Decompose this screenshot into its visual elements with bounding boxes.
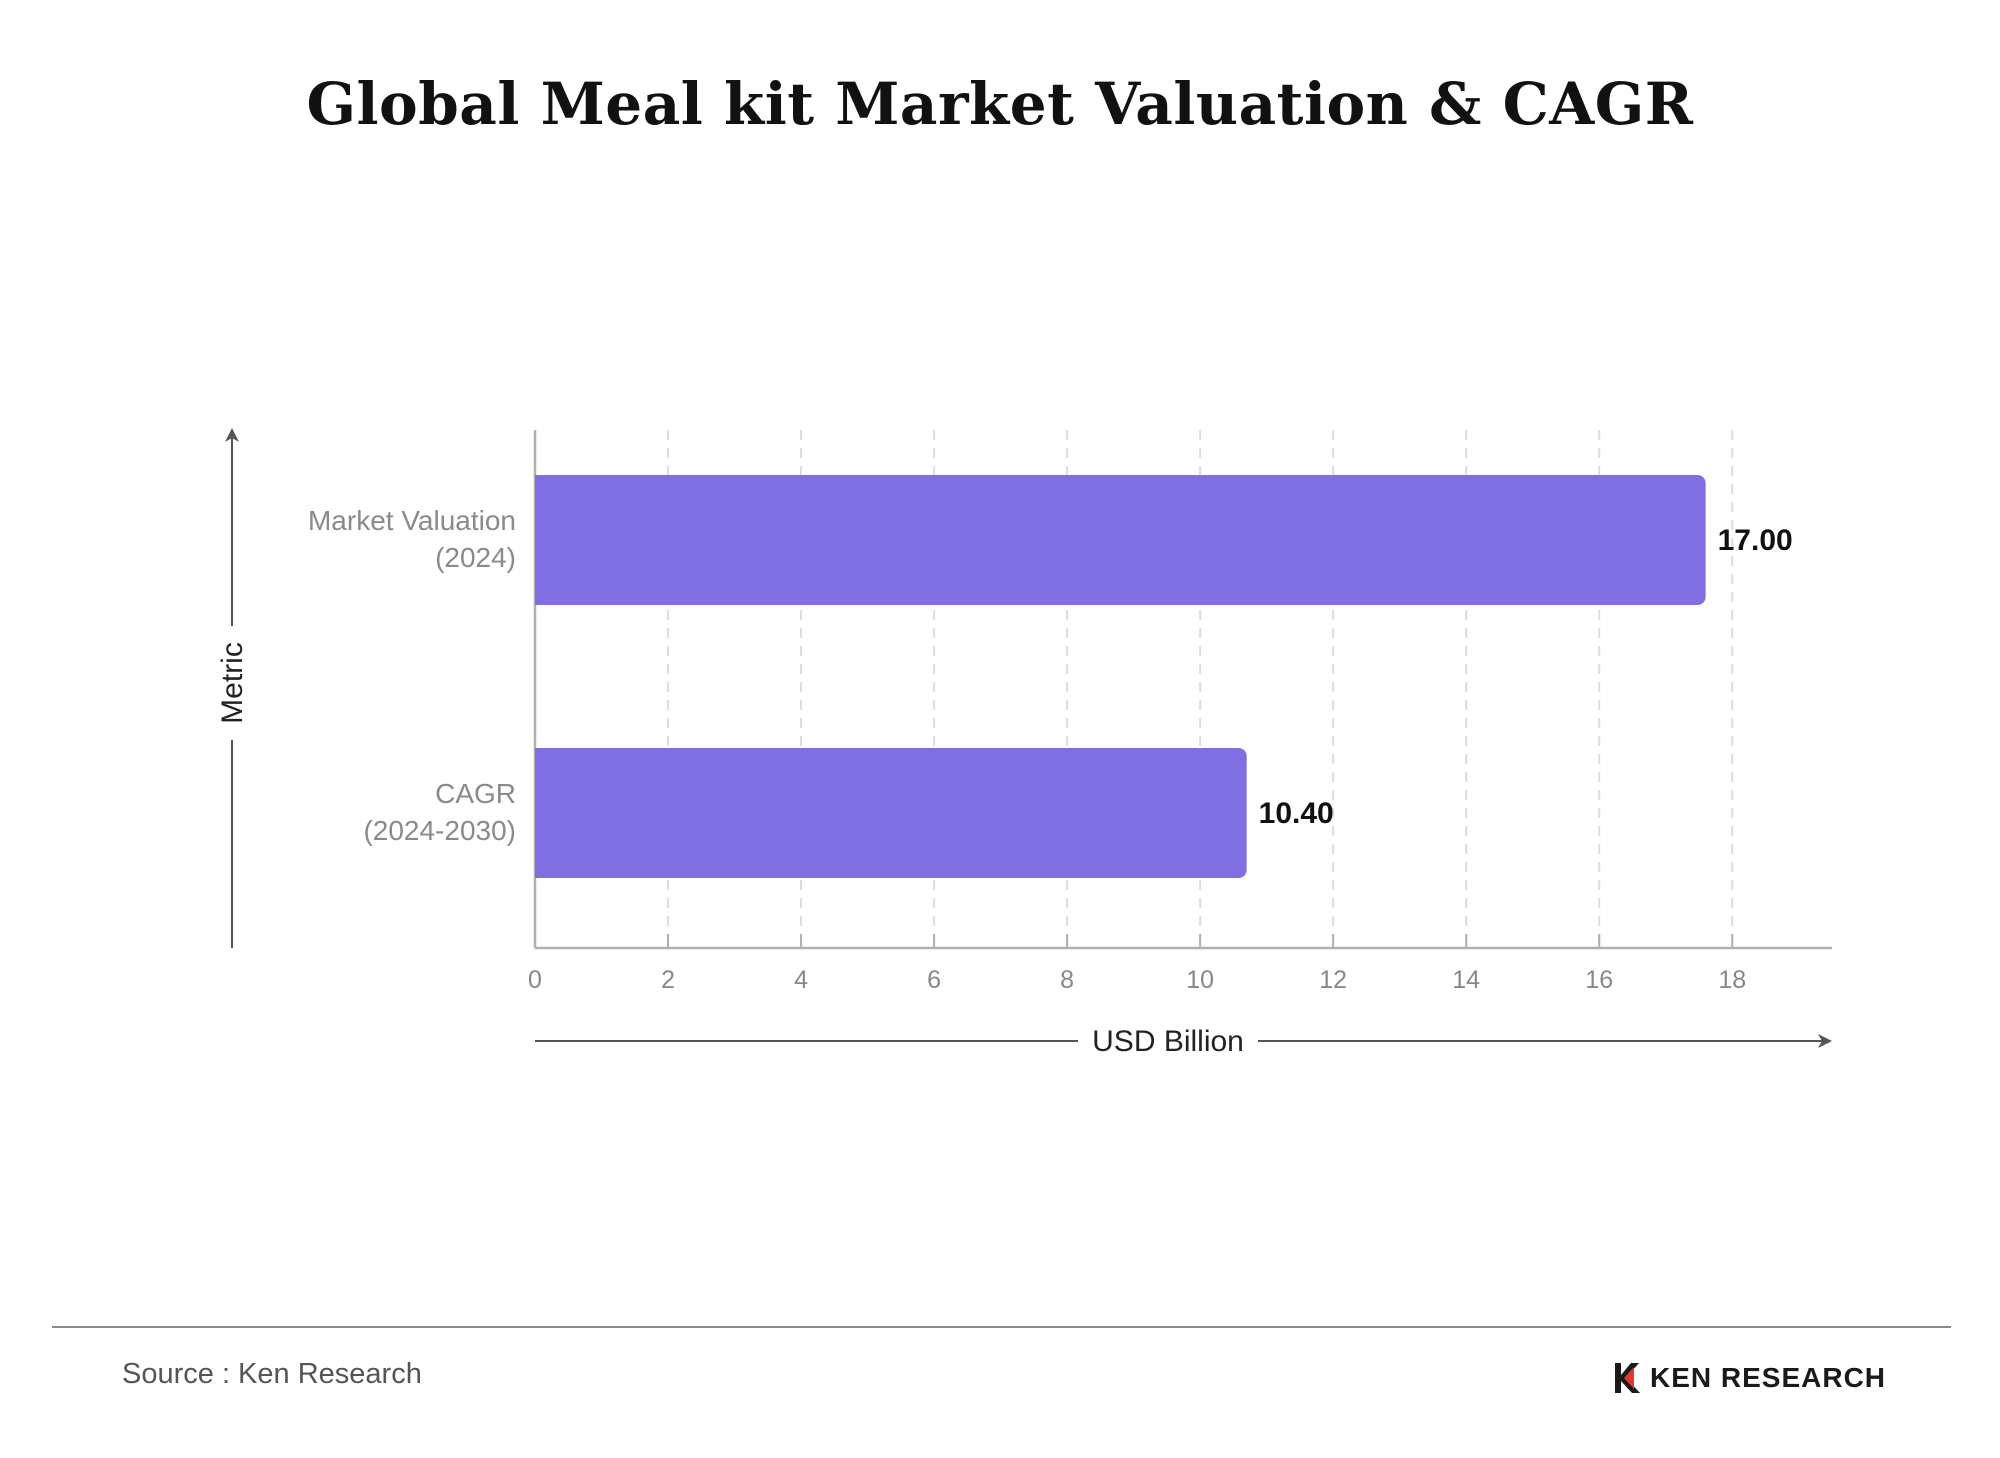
ken-research-logo-icon (1615, 1363, 1640, 1393)
x-tick-label: 4 (794, 966, 808, 994)
category-label-line1: CAGR (435, 778, 516, 809)
x-tick-label: 8 (1060, 966, 1074, 994)
x-tick-label: 0 (528, 966, 542, 994)
category-label-line2: (2024-2030) (363, 815, 516, 846)
logo-text: KEN RESEARCH (1650, 1362, 1887, 1393)
x-tick-label: 16 (1585, 966, 1613, 994)
chart-title: Global Meal kit Market Valuation & CAGR (306, 70, 1694, 138)
x-tick-label: 6 (927, 966, 941, 994)
category-label-line2: (2024) (435, 542, 516, 573)
bar-chart: 0 2 4 6 8 10 12 14 16 18 17.00 Market Valuation (202… (216, 428, 1832, 1058)
x-tick-label: 10 (1186, 966, 1214, 994)
x-axis-title: USD Billion (1092, 1025, 1244, 1058)
ken-research-logo: KEN RESEARCH (1612, 1360, 1886, 1396)
x-tick-label: 12 (1319, 966, 1347, 994)
bar-0 (535, 475, 1706, 605)
data-label: 17.00 (1718, 524, 1793, 557)
y-axis-title: Metric (216, 642, 249, 724)
category-label-line1: Market Valuation (308, 505, 516, 536)
source-note: Source : Ken Research (122, 1358, 422, 1390)
x-tick-label: 18 (1718, 966, 1746, 994)
data-label: 10.40 (1259, 797, 1334, 830)
bar-1 (535, 748, 1247, 878)
footer-divider (52, 1326, 1951, 1328)
x-tick-label: 14 (1452, 966, 1480, 994)
x-tick-label: 2 (661, 966, 675, 994)
